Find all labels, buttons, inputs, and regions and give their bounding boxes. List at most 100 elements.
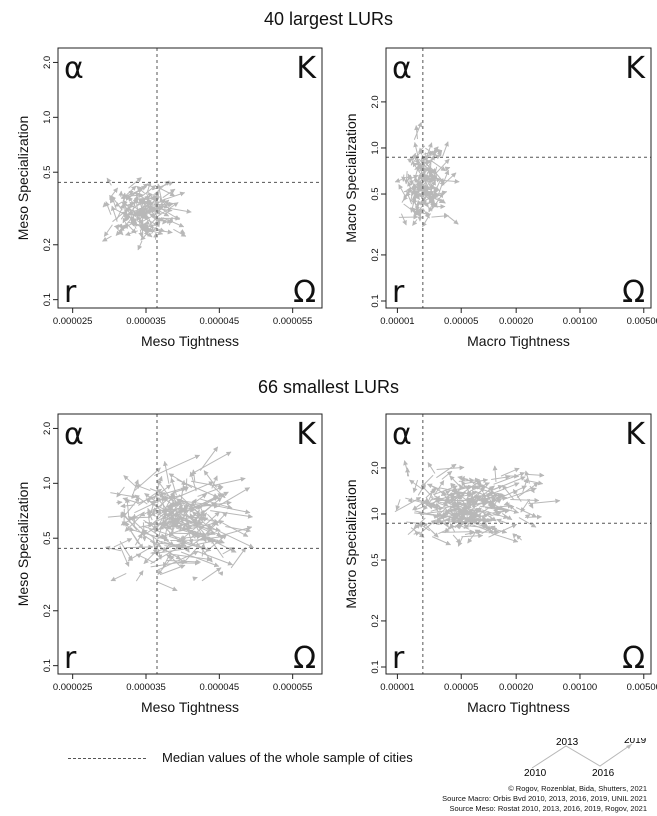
trajectory-arrow xyxy=(158,517,178,530)
trajectory-arrow xyxy=(520,498,531,513)
trajectory-arrow xyxy=(398,184,407,198)
trajectory-arrow xyxy=(125,544,154,550)
trajectory-arrow xyxy=(107,513,126,519)
trajectory-arrow xyxy=(488,523,518,538)
trajectory-arrow xyxy=(490,482,520,495)
trajectory-arrow xyxy=(134,198,140,215)
trajectory-arrow xyxy=(444,212,459,225)
timeline-year-2010: 2010 xyxy=(524,768,547,778)
trajectory-arrow xyxy=(403,460,410,477)
x-tick-label: 0.000035 xyxy=(126,316,166,327)
trajectory-arrow xyxy=(137,240,143,251)
trajectory-arrow xyxy=(179,518,213,529)
trajectory-arrow xyxy=(166,520,184,530)
trajectory-arrow xyxy=(431,536,451,546)
trajectory-arrow xyxy=(438,521,465,535)
trajectory-arrow xyxy=(458,503,473,515)
trajectory-arrow xyxy=(407,157,413,164)
trajectory-arrow xyxy=(417,173,424,179)
quadrant-label-alpha: α xyxy=(392,417,412,452)
x-tick-label: 0.00005 xyxy=(444,682,478,693)
trajectory-arrow xyxy=(138,229,144,238)
trajectory-arrow xyxy=(170,553,212,562)
trajectory-arrow xyxy=(459,483,464,490)
chart-large-meso: 0.000025 0.000035 0.000045 0.000055 0.1 0.2 0.… xyxy=(15,47,323,349)
trajectory-arrow xyxy=(518,517,537,528)
trajectory-arrow xyxy=(168,207,192,214)
trajectory-arrow xyxy=(455,523,460,530)
trajectory-arrow xyxy=(400,213,407,226)
y-tick-label: 0.5 xyxy=(42,532,53,545)
legend: Median values of the whole sample of cit… xyxy=(68,750,413,765)
trajectory-arrow xyxy=(524,470,531,484)
x-tick-label: 0.00020 xyxy=(499,682,533,693)
trajectory-arrow xyxy=(189,500,232,509)
trajectory-arrow xyxy=(394,178,403,183)
trajectory-arrow xyxy=(192,576,198,582)
trajectory-arrow xyxy=(414,177,420,192)
x-tick-label: 0.000045 xyxy=(200,316,240,327)
quadrant-label-alpha: α xyxy=(64,51,84,86)
y-tick-label: 0.2 xyxy=(370,614,381,627)
quadrant-label-omega: Ω xyxy=(293,275,316,310)
trajectory-arrow xyxy=(427,507,456,514)
y-tick-label: 0.1 xyxy=(370,660,381,673)
trajectory-arrow xyxy=(441,529,475,535)
trajectory-arrow xyxy=(512,533,518,539)
trajectory-arrow xyxy=(127,203,135,209)
trajectory-arrow xyxy=(112,208,129,223)
quadrant-label-k: K xyxy=(296,417,317,452)
trajectory-arrows xyxy=(394,121,460,228)
x-tick-label: 0.000045 xyxy=(200,682,240,693)
trajectory-arrow xyxy=(153,202,169,209)
y-tick-label: 0.1 xyxy=(42,293,53,306)
y-axis-label: Meso Specialization xyxy=(15,116,31,241)
trajectory-arrow xyxy=(139,505,163,517)
trajectory-arrow xyxy=(102,202,108,208)
trajectory-arrow xyxy=(413,121,423,140)
quadrant-label-omega: Ω xyxy=(622,641,645,676)
trajectory-arrow xyxy=(136,185,145,194)
trajectory-arrow xyxy=(147,516,152,528)
section-title-small: 66 smallest LURs xyxy=(257,377,400,397)
trajectory-arrow xyxy=(181,516,222,537)
x-tick-label: 0.00001 xyxy=(380,682,414,693)
x-tick-label: 0.000055 xyxy=(273,682,313,693)
x-tick-label: 0.000055 xyxy=(273,316,313,327)
trajectory-arrow xyxy=(413,142,419,157)
y-tick-label: 0.1 xyxy=(42,659,53,672)
quadrant-label-alpha: α xyxy=(392,51,412,86)
trajectory-arrow xyxy=(113,538,133,548)
trajectory-arrow xyxy=(421,213,431,228)
trajectory-arrow xyxy=(168,473,193,489)
trajectory-arrow xyxy=(144,219,151,225)
trajectory-arrow xyxy=(173,228,187,237)
trajectory-arrow xyxy=(414,158,421,164)
trajectory-arrow xyxy=(500,467,520,477)
trajectory-arrow xyxy=(412,219,418,226)
quadrant-label-r: r xyxy=(392,641,405,676)
trajectory-arrow xyxy=(408,149,424,163)
trajectory-arrow xyxy=(427,462,436,474)
trajectory-arrow xyxy=(162,191,186,201)
trajectory-arrow xyxy=(492,465,498,482)
trajectory-arrow xyxy=(506,473,520,479)
legend-median-label: Median values of the whole sample of cit… xyxy=(162,750,413,765)
trajectory-arrow xyxy=(109,194,114,203)
trajectory-arrow xyxy=(141,533,162,547)
trajectory-arrow xyxy=(164,501,175,524)
x-axis-label: Meso Tightness xyxy=(141,699,239,715)
trajectory-arrow xyxy=(523,479,544,486)
legend-dash-line xyxy=(68,758,146,760)
y-tick-label: 2.0 xyxy=(42,422,53,435)
trajectory-arrow xyxy=(159,564,186,576)
trajectory-arrow xyxy=(123,497,140,517)
trajectory-arrow xyxy=(183,478,189,493)
trajectory-arrow xyxy=(497,485,527,500)
trajectory-arrow xyxy=(524,514,531,520)
timeline-line xyxy=(531,743,633,769)
trajectory-arrow xyxy=(458,477,481,483)
year-timeline: 2010 2013 2016 2019 xyxy=(524,738,647,778)
trajectory-arrow xyxy=(123,475,138,488)
